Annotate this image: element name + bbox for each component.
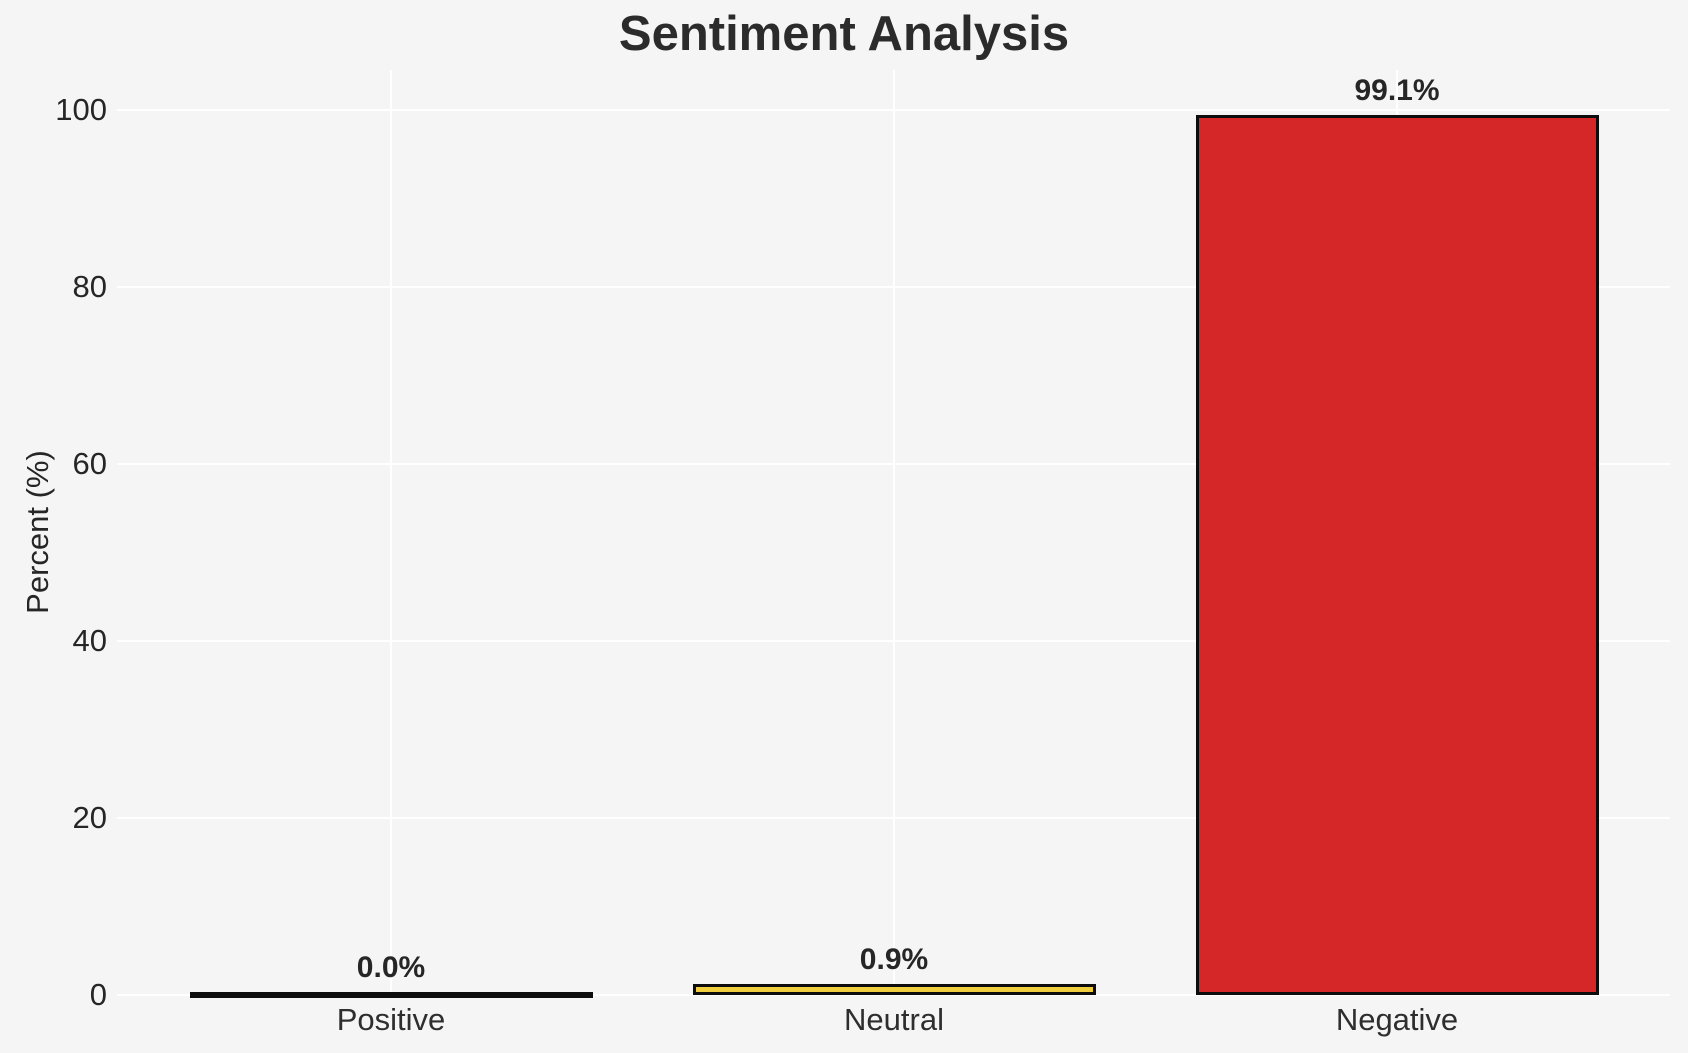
chart-title: Sentiment Analysis <box>618 7 1070 61</box>
bar-value-label: 99.1% <box>1354 74 1440 107</box>
y-tick-label: 40 <box>72 623 107 658</box>
y-tick-label: 20 <box>72 800 107 835</box>
bar-positive <box>189 992 593 998</box>
bar-value-label: 0.0% <box>356 951 426 984</box>
bar-value-label: 0.9% <box>859 943 929 976</box>
x-gridline <box>893 70 895 995</box>
x-tick-label: Neutral <box>844 1002 944 1037</box>
bar-neutral <box>692 984 1096 995</box>
y-tick-label: 80 <box>72 269 107 304</box>
y-gridline <box>117 994 1670 996</box>
x-tick-label: Negative <box>1335 1002 1459 1037</box>
y-tick-label: 0 <box>89 977 107 1012</box>
x-gridline <box>390 70 392 995</box>
bar-negative <box>1195 115 1599 995</box>
y-tick-label: 60 <box>72 446 107 481</box>
x-tick-label: Positive <box>336 1002 446 1037</box>
y-tick-label: 100 <box>55 92 107 127</box>
